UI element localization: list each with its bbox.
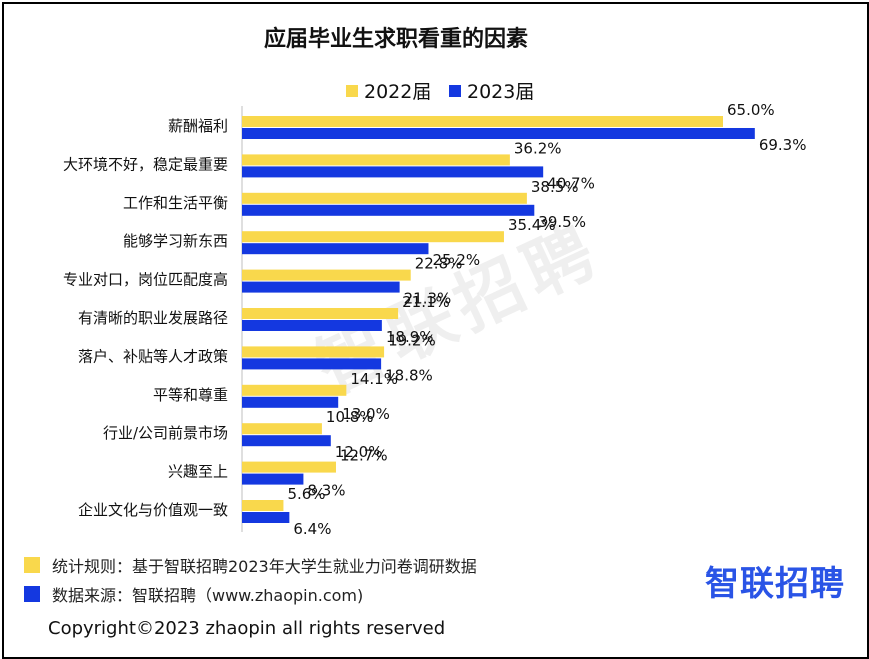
data-label: 36.2% (514, 139, 562, 157)
data-label: 21.1% (402, 293, 450, 311)
legend-swatch-1 (346, 85, 358, 97)
data-label: 22.8% (415, 255, 463, 273)
bar-2023 (242, 512, 290, 523)
bar-2023 (242, 281, 400, 293)
copyright-text: Copyright©2023 zhaopin all rights reserv… (48, 618, 446, 639)
yellow-square-icon (24, 557, 40, 573)
data-label: 39.5% (538, 213, 586, 231)
footer-note-data-source: 数据来源：智联招聘（www.zhaopin.com) (24, 582, 363, 606)
data-label: 40.7% (547, 174, 595, 192)
bars (242, 116, 755, 523)
data-label: 12.7% (340, 447, 388, 465)
zhaopin-logo: 智联招聘 (705, 564, 845, 604)
category-labels: 薪酬福利大环境不好，稳定最重要工作和生活平衡能够学习新东西专业对口，岗位匹配度高… (63, 117, 228, 519)
legend-swatch-2 (449, 85, 461, 97)
bar-2023 (242, 396, 339, 408)
legend-label-1: 2022届 (364, 81, 431, 103)
footer-note2-text: 数据来源：智联招聘（www.zhaopin.com) (52, 586, 364, 605)
data-label: 38.5% (531, 178, 579, 196)
category-label: 落户、补贴等人才政策 (78, 347, 228, 365)
bar-2022 (242, 500, 284, 511)
blue-square-icon (24, 586, 40, 602)
legend-label-2: 2023届 (467, 81, 534, 103)
data-label: 25.2% (432, 251, 480, 269)
bar-2022 (242, 192, 527, 204)
bar-2022 (242, 269, 411, 281)
data-label: 19.2% (388, 331, 436, 349)
bar-2023 (242, 166, 544, 178)
bar-2022 (242, 308, 399, 319)
data-label: 8.3% (307, 482, 345, 500)
chart-title: 应届毕业生求职看重的因素 (264, 26, 528, 52)
bar-2022 (242, 461, 336, 473)
category-label: 企业文化与价值观一致 (78, 501, 228, 519)
category-label: 平等和尊重 (153, 386, 228, 404)
bar-2023 (242, 358, 382, 370)
data-label: 35.4% (508, 216, 556, 234)
bar-2022 (242, 346, 385, 358)
data-label: 69.3% (759, 136, 807, 154)
bar-chart: 应届毕业生求职看重的因素 2022届 2023届 薪酬福利大环境不好，稳定最重要工… (63, 26, 806, 538)
data-label: 65.0% (727, 101, 775, 119)
data-label: 21.3% (404, 290, 452, 308)
bar-2022 (242, 423, 322, 435)
bar-2023 (242, 320, 382, 331)
bar-2023 (242, 473, 304, 485)
category-label: 行业/公司前景市场 (103, 424, 228, 442)
data-label: 14.1% (350, 370, 398, 388)
data-label: 6.4% (293, 520, 331, 538)
category-label: 兴趣至上 (168, 463, 228, 481)
category-label: 能够学习新东西 (123, 232, 228, 250)
legend: 2022届 2023届 (346, 81, 534, 103)
bar-2023 (242, 243, 429, 255)
value-labels: 65.0% 69.3% 36.2% 40.7%38.5% 39.5%35.4% 25.2%… (287, 101, 806, 538)
category-label: 工作和生活平衡 (123, 194, 228, 212)
bar-2022 (242, 231, 504, 243)
bar-2022 (242, 154, 510, 166)
bar-2023 (242, 204, 535, 216)
category-label: 薪酬福利 (168, 117, 228, 135)
category-label: 专业对口，岗位匹配度高 (63, 271, 228, 289)
bar-2023 (242, 128, 755, 139)
bar-2023 (242, 435, 331, 447)
footer-note-stats-rule: 统计规则：基于智联招聘2023年大学生就业力问卷调研数据 (24, 553, 477, 577)
data-label: 5.6% (287, 485, 325, 503)
category-label: 大环境不好，稳定最重要 (63, 155, 228, 173)
category-label: 有清晰的职业发展路径 (78, 309, 228, 327)
bar-2022 (242, 384, 347, 396)
data-label: 12.0% (335, 443, 383, 461)
footer-note1-text: 统计规则：基于智联招聘2023年大学生就业力问卷调研数据 (52, 557, 477, 576)
data-label: 10.8% (326, 408, 374, 426)
bar-2022 (242, 116, 723, 127)
data-label: 13.0% (342, 405, 390, 423)
data-label: 18.8% (385, 366, 433, 384)
data-label: 18.9% (386, 328, 434, 346)
